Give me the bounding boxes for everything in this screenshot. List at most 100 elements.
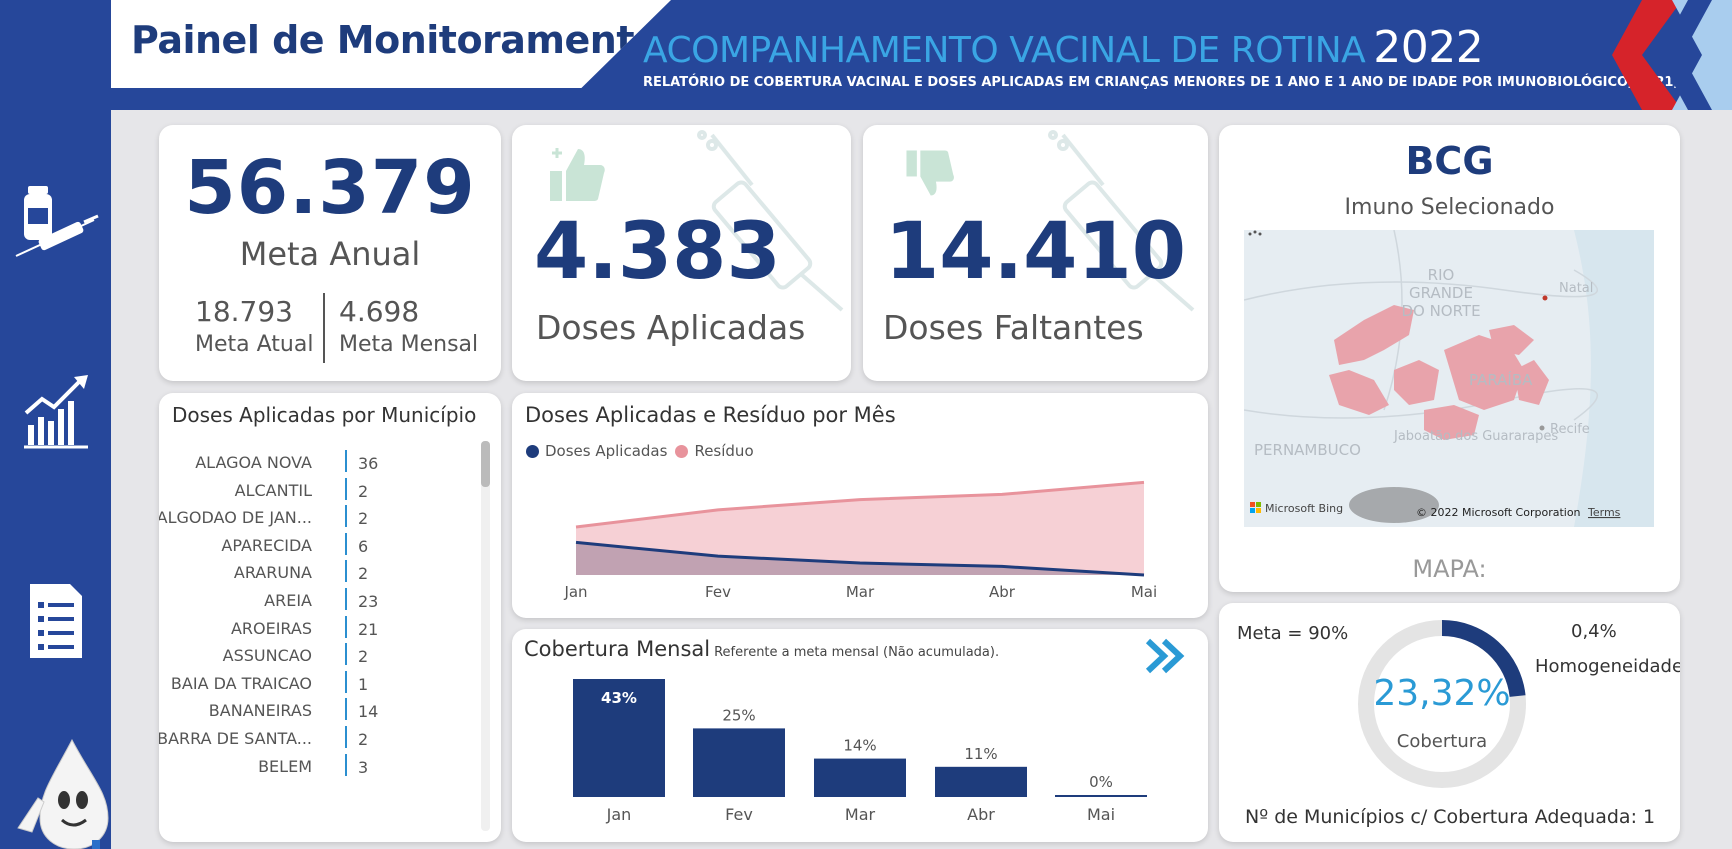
meta-mensal-value: 4.698 [339,295,420,328]
scrollbar-thumb[interactable] [481,441,490,487]
data-label: 25% [722,706,755,724]
map-label-grande: GRANDE [1409,284,1473,302]
thumbs-down-icon [906,150,954,196]
map-copyright: © 2022 Microsoft Corporation [1416,506,1581,519]
legend-residuo: Resíduo [694,442,754,460]
list-item[interactable]: ALGODAO DE JAN... 2 [159,503,479,533]
cobertura-donut [1358,620,1526,788]
homogeneidade-label: Homogeneidade [1535,656,1680,677]
panel-title-box: Painel de Monitoramento [111,0,671,88]
terms-link[interactable]: Terms [1587,506,1621,519]
divider [323,293,325,363]
municipios-title: Doses Aplicadas por Município [172,403,477,427]
list-item[interactable]: ARARUNA 2 [159,558,479,588]
report-list-icon[interactable] [8,572,104,668]
map-svg[interactable]: RIO GRANDE DO NORTE Natal PARAÍBA Jaboat… [1243,229,1654,527]
syringe-icon [1048,130,1195,312]
bar [935,766,1027,797]
value-bar [345,698,347,721]
municipio-value: 2 [358,509,369,529]
meta-anual-card: 56.379 Meta Anual 18.793 Meta Atual 4.69… [159,125,501,381]
series-area-1 [576,482,1144,575]
sidebar [0,0,111,849]
data-label: 0% [1089,773,1113,791]
municipio-value: 2 [358,647,369,667]
map-label-paraiba: PARAÍBA [1469,370,1533,389]
series-line-1 [575,480,1145,529]
legend-dot-residuo [675,444,689,458]
cobertura-donut-card: Meta = 90% 0,4% Homogeneidade 23,32% Cob… [1219,603,1680,842]
list-item[interactable]: APARECIDA 6 [159,531,479,561]
imuno-value: BCG [1405,139,1494,183]
legend-dot-aplicadas [526,444,539,458]
municipio-name: BARRA DE SANTA... [159,729,312,748]
map-view[interactable]: RIO GRANDE DO NORTE Natal PARAÍBA Jaboat… [1243,229,1654,527]
value-bar [345,505,347,528]
municipio-value: 23 [358,592,379,611]
meta-atual-value: 18.793 [195,295,293,328]
list-item[interactable]: ASSUNCAO 2 [159,641,479,671]
map-label-rio: RIO [1428,266,1455,284]
list-item[interactable]: BAIA DA TRAICAO 1 [159,669,479,699]
bar [814,758,906,797]
map-label-jaboatao: Jaboatão dos Guararapes [1393,429,1558,444]
bing-attribution: Microsoft Bing [1265,502,1343,515]
subtitle: RELATÓRIO DE COBERTURA VACINAL E DOSES A… [643,75,1732,90]
meta-atual: 18.793 Meta Atual [195,295,313,357]
map-label-natal: Natal [1559,281,1593,296]
municipio-value: 14 [358,702,379,722]
x-tick-label: Fev [705,583,731,601]
value-bar [345,615,347,638]
municipio-name: AROEIRAS [230,618,312,638]
value-bar [345,726,347,748]
bar-chart-svg: 43% Jan 25% Fev 14% Mar 11% Abr 0% Mai [573,679,1147,824]
main-title-text: ACOMPANHAMENTO VACINAL DE ROTINA [643,30,1366,71]
value-bar [345,588,347,610]
value-bar [345,532,347,555]
list-item[interactable]: BANANEIRAS 14 [159,696,479,726]
municipio-value: 2 [358,564,369,584]
doses-faltantes-card: 14.410 Doses Faltantes [863,125,1208,381]
brand-logo [1612,0,1732,110]
value-bar [345,643,347,666]
list-item[interactable]: AROEIRAS 21 [159,614,479,644]
scrollbar[interactable] [481,441,490,831]
municipio-name: ALCANTIL [234,480,312,500]
line-chart-card: Doses Aplicadas e Resíduo por Mês Doses … [512,393,1208,618]
donut-arc [1358,620,1526,788]
series-line-0 [575,540,1145,577]
vaccine-icon[interactable] [8,178,104,274]
doses-aplicadas-label: Doses Aplicadas [536,308,806,347]
municipio-value: 6 [358,536,369,556]
municipio-name: BAIA DA TRAICAO [170,673,312,693]
x-tick-label: Abr [967,805,995,824]
header: Painel de Monitoramento ACOMPANHAMENTO V… [0,0,1732,110]
value-bar [345,450,347,472]
meta-anual-label: Meta Anual [239,235,421,273]
line-chart-legend: Doses Aplicadas Resíduo [526,442,754,460]
municipios-adequados: Nº de Municípios c/ Cobertura Adequada: … [1245,806,1656,828]
x-tick-label: Jan [606,805,632,824]
list-item[interactable]: ALAGOA NOVA 36 [159,448,479,478]
map-card: BCG Imuno Selecionado RIO GRANDE [1219,125,1680,592]
value-bar [345,560,347,583]
x-tick-label: Abr [989,583,1016,601]
x-tick-label: Jan [563,583,587,601]
year-label: 2022 [1373,22,1484,73]
mascot-image [17,738,109,849]
value-bar [345,477,347,500]
chevron-double-right-icon[interactable] [1140,631,1190,681]
municipio-name: BANANEIRAS [208,701,312,721]
growth-chart-icon[interactable] [8,363,104,459]
list-item[interactable]: ALCANTIL 2 [159,476,479,506]
municipio-value: 1 [358,674,369,694]
panel-title: Painel de Monitoramento [131,18,660,62]
meta-atual-label: Meta Atual [195,332,314,357]
meta-percent: Meta = 90% [1237,623,1349,644]
municipio-name: ARARUNA [233,563,312,583]
list-item[interactable]: AREIA 23 [159,586,479,616]
municipio-value: 2 [358,481,369,501]
list-item[interactable]: BARRA DE SANTA... 2 [159,724,479,754]
list-item[interactable]: BELEM 3 [159,752,479,782]
municipio-name: ASSUNCAO [222,646,312,666]
